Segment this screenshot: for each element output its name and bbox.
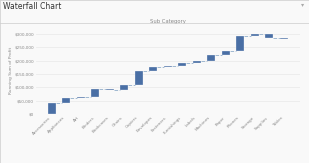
Bar (135, 71, 142, 85)
Y-axis label: Running Sum of Profit: Running Sum of Profit (9, 46, 13, 94)
Text: ▾: ▾ (301, 2, 304, 7)
Bar (265, 34, 273, 38)
Bar (120, 85, 128, 90)
Bar (236, 36, 244, 51)
Text: Waterfall Chart: Waterfall Chart (3, 2, 61, 11)
Bar (106, 89, 114, 90)
Bar (280, 38, 288, 39)
Bar (149, 67, 157, 71)
Bar (91, 89, 99, 97)
Bar (62, 98, 70, 103)
Bar (222, 51, 230, 55)
Bar (193, 61, 201, 63)
Bar (77, 97, 85, 98)
Bar (178, 63, 186, 67)
Bar (207, 55, 215, 61)
Bar (251, 34, 259, 36)
Title: Sub Category: Sub Category (150, 19, 186, 24)
Bar (48, 103, 56, 114)
